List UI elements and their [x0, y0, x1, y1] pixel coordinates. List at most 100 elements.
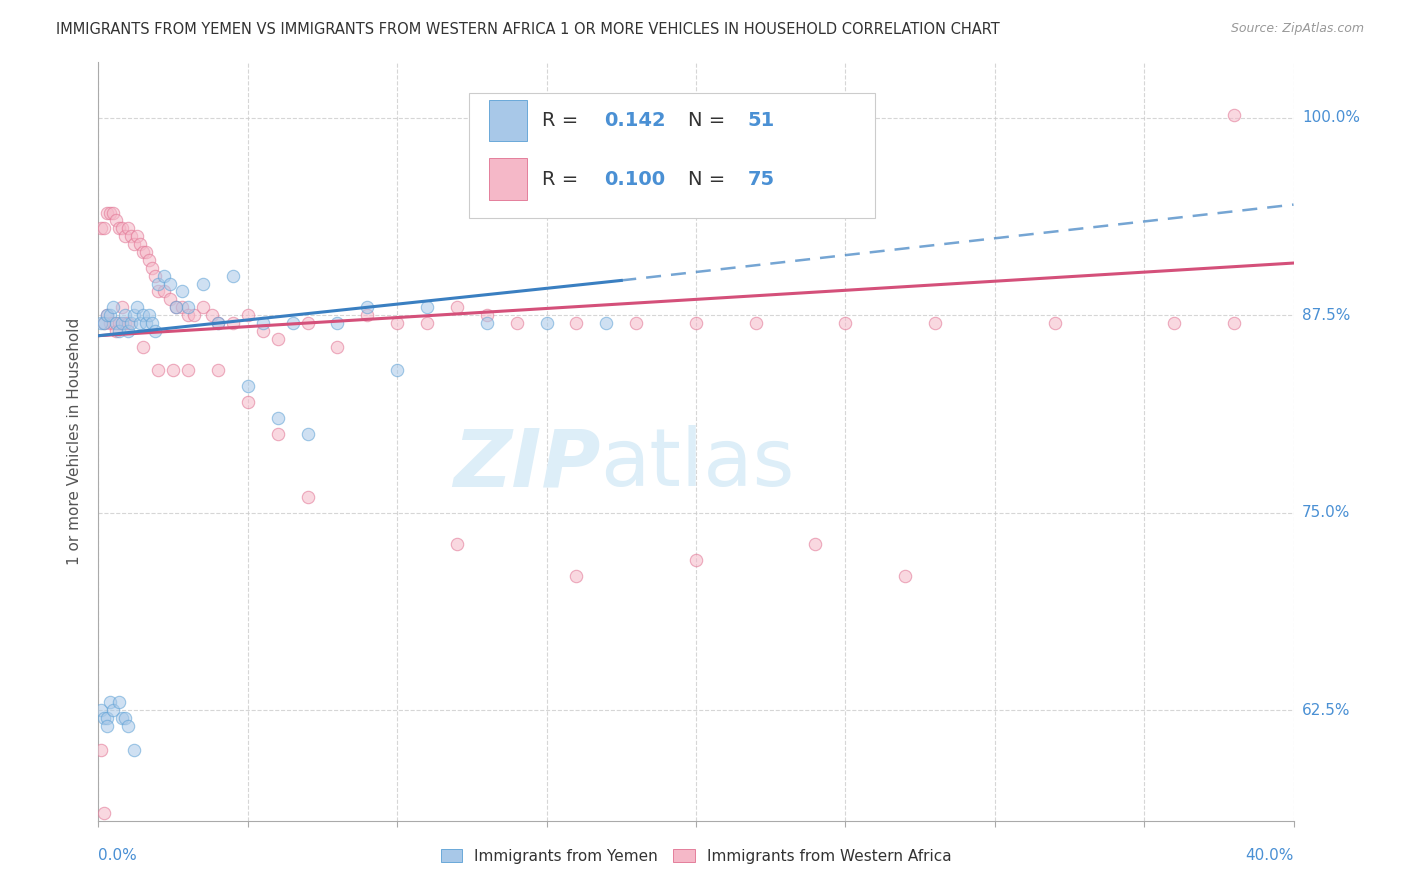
Point — [894, 569, 917, 583]
Point — [111, 221, 134, 235]
Point — [191, 277, 214, 291]
Point — [98, 205, 122, 219]
Point — [159, 277, 181, 291]
Point — [117, 221, 139, 235]
FancyBboxPatch shape — [489, 158, 527, 200]
Text: R =: R = — [541, 111, 585, 130]
Text: 75: 75 — [748, 169, 775, 188]
Point — [103, 316, 125, 330]
Text: atlas: atlas — [600, 425, 794, 503]
Point — [252, 316, 274, 330]
Point — [685, 553, 707, 567]
Point — [96, 308, 118, 322]
Text: 0.0%: 0.0% — [98, 848, 138, 863]
Y-axis label: 1 or more Vehicles in Household: 1 or more Vehicles in Household — [67, 318, 83, 566]
Text: 0.142: 0.142 — [605, 111, 665, 130]
Point — [153, 285, 176, 299]
Point — [90, 221, 112, 235]
Point — [236, 395, 259, 409]
Point — [129, 237, 152, 252]
Point — [475, 316, 498, 330]
Point — [114, 711, 136, 725]
Point — [685, 316, 707, 330]
Text: ZIP: ZIP — [453, 425, 600, 503]
Point — [108, 695, 131, 709]
Point — [108, 324, 131, 338]
Point — [207, 316, 229, 330]
Point — [267, 426, 290, 441]
Point — [103, 205, 125, 219]
Point — [267, 332, 290, 346]
Point — [111, 711, 134, 725]
Legend: Immigrants from Yemen, Immigrants from Western Africa: Immigrants from Yemen, Immigrants from W… — [434, 843, 957, 870]
Point — [626, 316, 648, 330]
Point — [98, 308, 122, 322]
Point — [96, 205, 118, 219]
Point — [745, 316, 768, 330]
Point — [159, 293, 181, 307]
Point — [172, 285, 194, 299]
Point — [93, 316, 115, 330]
Text: 87.5%: 87.5% — [1302, 308, 1350, 323]
Point — [1043, 316, 1066, 330]
Point — [120, 316, 142, 330]
Point — [138, 308, 160, 322]
Point — [924, 316, 946, 330]
Point — [148, 363, 170, 377]
Point — [356, 308, 378, 322]
Point — [105, 213, 128, 227]
Point — [297, 316, 319, 330]
Point — [207, 316, 229, 330]
Point — [90, 742, 112, 756]
Text: Source: ZipAtlas.com: Source: ZipAtlas.com — [1230, 22, 1364, 36]
Point — [183, 308, 205, 322]
Point — [236, 379, 259, 393]
Point — [177, 300, 200, 314]
Point — [177, 308, 200, 322]
Point — [132, 308, 155, 322]
FancyBboxPatch shape — [470, 93, 876, 218]
Point — [281, 316, 304, 330]
Point — [222, 268, 245, 283]
FancyBboxPatch shape — [489, 100, 527, 141]
Point — [124, 742, 146, 756]
Point — [565, 316, 588, 330]
Point — [98, 316, 122, 330]
Point — [1223, 316, 1246, 330]
Text: N =: N = — [688, 111, 731, 130]
Point — [124, 237, 146, 252]
Point — [138, 252, 160, 267]
Point — [207, 363, 229, 377]
Point — [177, 363, 200, 377]
Point — [143, 268, 166, 283]
Point — [98, 695, 122, 709]
Point — [96, 711, 118, 725]
Point — [804, 537, 827, 551]
Point — [93, 711, 115, 725]
Point — [834, 316, 856, 330]
Text: 75.0%: 75.0% — [1302, 505, 1350, 520]
Point — [96, 719, 118, 733]
Point — [326, 340, 349, 354]
Point — [111, 300, 134, 314]
Point — [105, 316, 128, 330]
Text: 40.0%: 40.0% — [1246, 848, 1294, 863]
Point — [153, 268, 176, 283]
Point — [595, 316, 617, 330]
Point — [93, 316, 115, 330]
Point — [165, 300, 187, 314]
Text: 100.0%: 100.0% — [1302, 111, 1360, 125]
Point — [93, 221, 115, 235]
Point — [124, 308, 146, 322]
Point — [172, 300, 194, 314]
Point — [297, 426, 319, 441]
Point — [90, 703, 112, 717]
Point — [356, 300, 378, 314]
Point — [135, 316, 157, 330]
Point — [141, 260, 163, 275]
Text: N =: N = — [688, 169, 731, 188]
Point — [127, 300, 149, 314]
Point — [536, 316, 558, 330]
Point — [90, 316, 112, 330]
Point — [132, 244, 155, 259]
